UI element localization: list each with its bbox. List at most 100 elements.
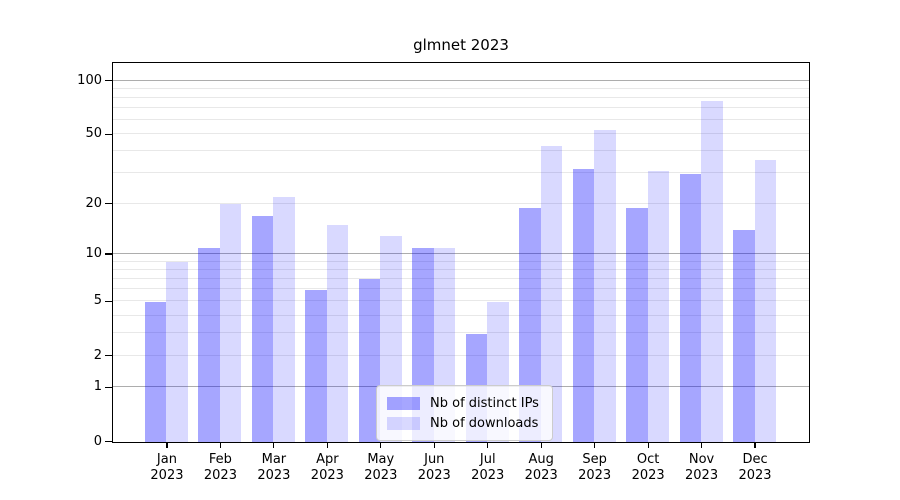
gridline-y-80 — [113, 97, 809, 99]
x-tick-nov — [700, 443, 703, 448]
bar-nb-of-downloads-aug — [540, 146, 563, 442]
bar-nb-of-distinct-ips-dec — [733, 230, 755, 442]
x-tick-month-jan: Jan — [156, 452, 177, 467]
y-tick-0 — [105, 440, 112, 443]
x-tick-year-dec: 2023 — [738, 468, 772, 483]
gridline-y-3 — [113, 332, 809, 334]
x-tick-aug — [540, 443, 542, 448]
x-tick-label-feb: Feb 2023 — [188, 452, 252, 484]
bar-nb-of-downloads-mar — [273, 196, 295, 442]
bar-nb-of-downloads-oct — [647, 171, 670, 442]
x-tick-jan — [166, 443, 168, 448]
y-tick-label-20: 20 — [85, 195, 102, 211]
x-tick-label-aug: Aug 2023 — [509, 452, 573, 484]
y-tick-100 — [105, 80, 112, 82]
x-tick-mar — [273, 443, 275, 448]
x-tick-label-dec: Dec 2023 — [723, 452, 787, 484]
x-tick-label-oct: Oct 2023 — [616, 452, 680, 484]
gridline-y-40 — [113, 150, 809, 152]
chart-title: glmnet 2023 — [413, 36, 509, 54]
x-tick-feb — [219, 443, 221, 448]
gridline-y-4 — [113, 314, 809, 316]
gridline-y-9 — [113, 260, 809, 262]
x-tick-label-jul: Jul 2023 — [456, 452, 520, 484]
x-tick-year-apr: 2023 — [310, 468, 344, 483]
x-tick-jun — [433, 443, 435, 448]
x-tick-may — [380, 443, 382, 448]
legend-label-distinct-ips: Nb of distinct IPs — [430, 395, 539, 411]
x-tick-month-apr: Apr — [316, 452, 339, 467]
legend-item-downloads: Nb of downloads — [387, 413, 539, 433]
y-tick-label-50: 50 — [85, 126, 102, 142]
x-tick-jul — [487, 443, 489, 448]
x-tick-month-feb: Feb — [208, 452, 232, 467]
x-tick-month-jun: Jun — [424, 452, 445, 467]
y-tick-20 — [105, 202, 112, 205]
x-tick-year-jul: 2023 — [471, 468, 505, 483]
y-tick-label-0: 0 — [93, 433, 102, 449]
y-tick-50 — [105, 133, 112, 135]
x-tick-month-nov: Nov — [688, 452, 715, 467]
x-tick-year-jan: 2023 — [150, 468, 184, 483]
x-tick-month-aug: Aug — [528, 452, 554, 467]
bar-nb-of-distinct-ips-apr — [305, 289, 327, 442]
bar-nb-of-distinct-ips-mar — [251, 216, 274, 442]
x-tick-label-mar: Mar 2023 — [242, 452, 306, 484]
y-tick-label-10: 10 — [85, 246, 102, 262]
x-tick-month-jul: Jul — [479, 452, 496, 467]
x-tick-month-mar: Mar — [261, 452, 287, 467]
legend: Nb of distinct IPs Nb of downloads — [376, 385, 553, 441]
bar-nb-of-distinct-ips-feb — [198, 247, 220, 442]
gridline-y-10 — [113, 253, 809, 255]
y-tick-label-5: 5 — [93, 293, 102, 309]
gridline-y-70 — [113, 107, 809, 109]
plot-area: Nb of distinct IPs Nb of downloads — [112, 62, 810, 443]
legend-label-downloads: Nb of downloads — [430, 415, 539, 431]
x-tick-month-oct: Oct — [636, 452, 660, 467]
x-tick-year-mar: 2023 — [257, 468, 291, 483]
bar-nb-of-downloads-apr — [326, 225, 349, 442]
y-tick-1 — [105, 386, 112, 388]
x-tick-apr — [326, 443, 328, 448]
bar-nb-of-distinct-ips-oct — [626, 207, 648, 442]
x-tick-year-sep: 2023 — [578, 468, 612, 483]
gridline-y-6 — [113, 288, 809, 290]
gridline-y-30 — [113, 172, 809, 174]
x-tick-year-nov: 2023 — [685, 468, 719, 483]
y-tick-label-1: 1 — [93, 379, 102, 395]
gridline-y-90 — [113, 87, 809, 89]
x-tick-year-oct: 2023 — [631, 468, 665, 483]
bar-nb-of-distinct-ips-nov — [679, 173, 702, 442]
gridline-y-100 — [113, 79, 809, 81]
bar-nb-of-downloads-dec — [754, 159, 777, 442]
x-tick-year-aug: 2023 — [524, 468, 558, 483]
y-tick-label-2: 2 — [93, 347, 102, 363]
gridline-y-50 — [113, 133, 809, 135]
bar-nb-of-downloads-nov — [701, 101, 723, 442]
y-tick-10 — [105, 253, 112, 255]
bar-nb-of-downloads-jan — [166, 262, 188, 442]
x-tick-month-dec: Dec — [742, 452, 768, 467]
gridline-y-20 — [113, 202, 809, 204]
x-tick-label-apr: Apr 2023 — [295, 452, 359, 484]
x-tick-sep — [594, 443, 596, 448]
bar-nb-of-downloads-sep — [594, 130, 616, 442]
bar-nb-of-distinct-ips-may — [358, 279, 381, 442]
x-tick-year-feb: 2023 — [203, 468, 237, 483]
gridline-y-5 — [113, 300, 809, 302]
bar-nb-of-distinct-ips-jan — [144, 301, 167, 442]
y-tick-2 — [105, 355, 112, 357]
x-tick-oct — [647, 443, 649, 448]
bar-nb-of-distinct-ips-aug — [519, 207, 541, 442]
bar-nb-of-distinct-ips-sep — [572, 168, 595, 442]
x-tick-label-sep: Sep 2023 — [563, 452, 627, 484]
x-tick-year-jun: 2023 — [417, 468, 451, 483]
x-tick-month-sep: Sep — [582, 452, 607, 467]
y-tick-label-100: 100 — [77, 72, 102, 88]
x-tick-month-may: May — [367, 452, 395, 467]
x-tick-label-may: May 2023 — [349, 452, 413, 484]
legend-item-distinct-ips: Nb of distinct IPs — [387, 393, 539, 413]
gridline-y-2 — [113, 354, 809, 356]
legend-swatch-downloads — [387, 416, 420, 430]
